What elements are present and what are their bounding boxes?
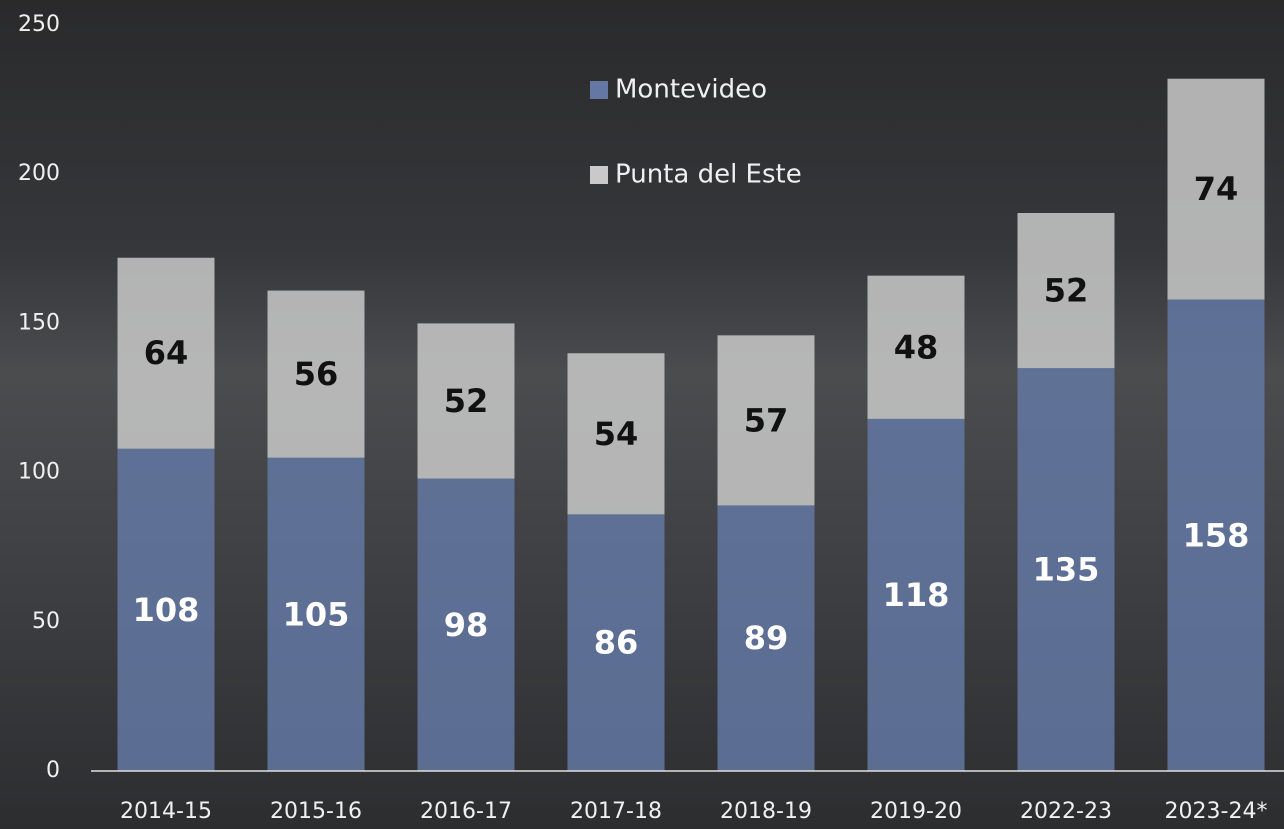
legend-label: Punta del Este xyxy=(615,160,802,190)
value-label: 135 xyxy=(1033,551,1100,589)
chart: 0 50 100 150 200 250 108 64 2014-15 105 56 2015-16 9… xyxy=(0,0,1284,829)
value-label: 52 xyxy=(1044,272,1089,310)
y-tick-label: 50 xyxy=(32,609,60,634)
x-tick-label: 2023-24* xyxy=(1165,799,1268,824)
value-label: 64 xyxy=(144,334,189,372)
value-label: 98 xyxy=(444,606,489,644)
value-label: 56 xyxy=(294,355,339,393)
value-label: 118 xyxy=(883,576,950,614)
legend-swatch xyxy=(590,166,608,184)
y-tick-label: 0 xyxy=(46,758,60,783)
x-tick-label: 2018-19 xyxy=(720,799,812,824)
legend-label: Montevideo xyxy=(615,75,767,105)
value-label: 105 xyxy=(283,595,350,633)
y-tick-label: 150 xyxy=(18,310,60,335)
x-tick-label: 2022-23 xyxy=(1020,799,1112,824)
y-tick-label: 250 xyxy=(18,12,60,37)
legend-swatch xyxy=(590,81,608,99)
value-label: 54 xyxy=(594,415,639,453)
value-label: 57 xyxy=(744,401,789,439)
value-label: 158 xyxy=(1183,516,1250,554)
y-tick-label: 100 xyxy=(18,460,60,485)
value-label: 74 xyxy=(1194,170,1239,208)
x-tick-label: 2017-18 xyxy=(570,799,662,824)
x-tick-label: 2014-15 xyxy=(120,799,212,824)
value-label: 52 xyxy=(444,382,489,420)
x-tick-label: 2019-20 xyxy=(870,799,962,824)
page: {"chart_data": {"type": "stacked_bar", "… xyxy=(0,0,1284,829)
value-label: 89 xyxy=(744,619,789,657)
x-tick-label: 2016-17 xyxy=(420,799,512,824)
x-tick-label: 2015-16 xyxy=(270,799,362,824)
value-label: 48 xyxy=(894,328,939,366)
y-tick-label: 200 xyxy=(18,161,60,186)
value-label: 108 xyxy=(133,591,200,629)
value-label: 86 xyxy=(594,624,639,662)
